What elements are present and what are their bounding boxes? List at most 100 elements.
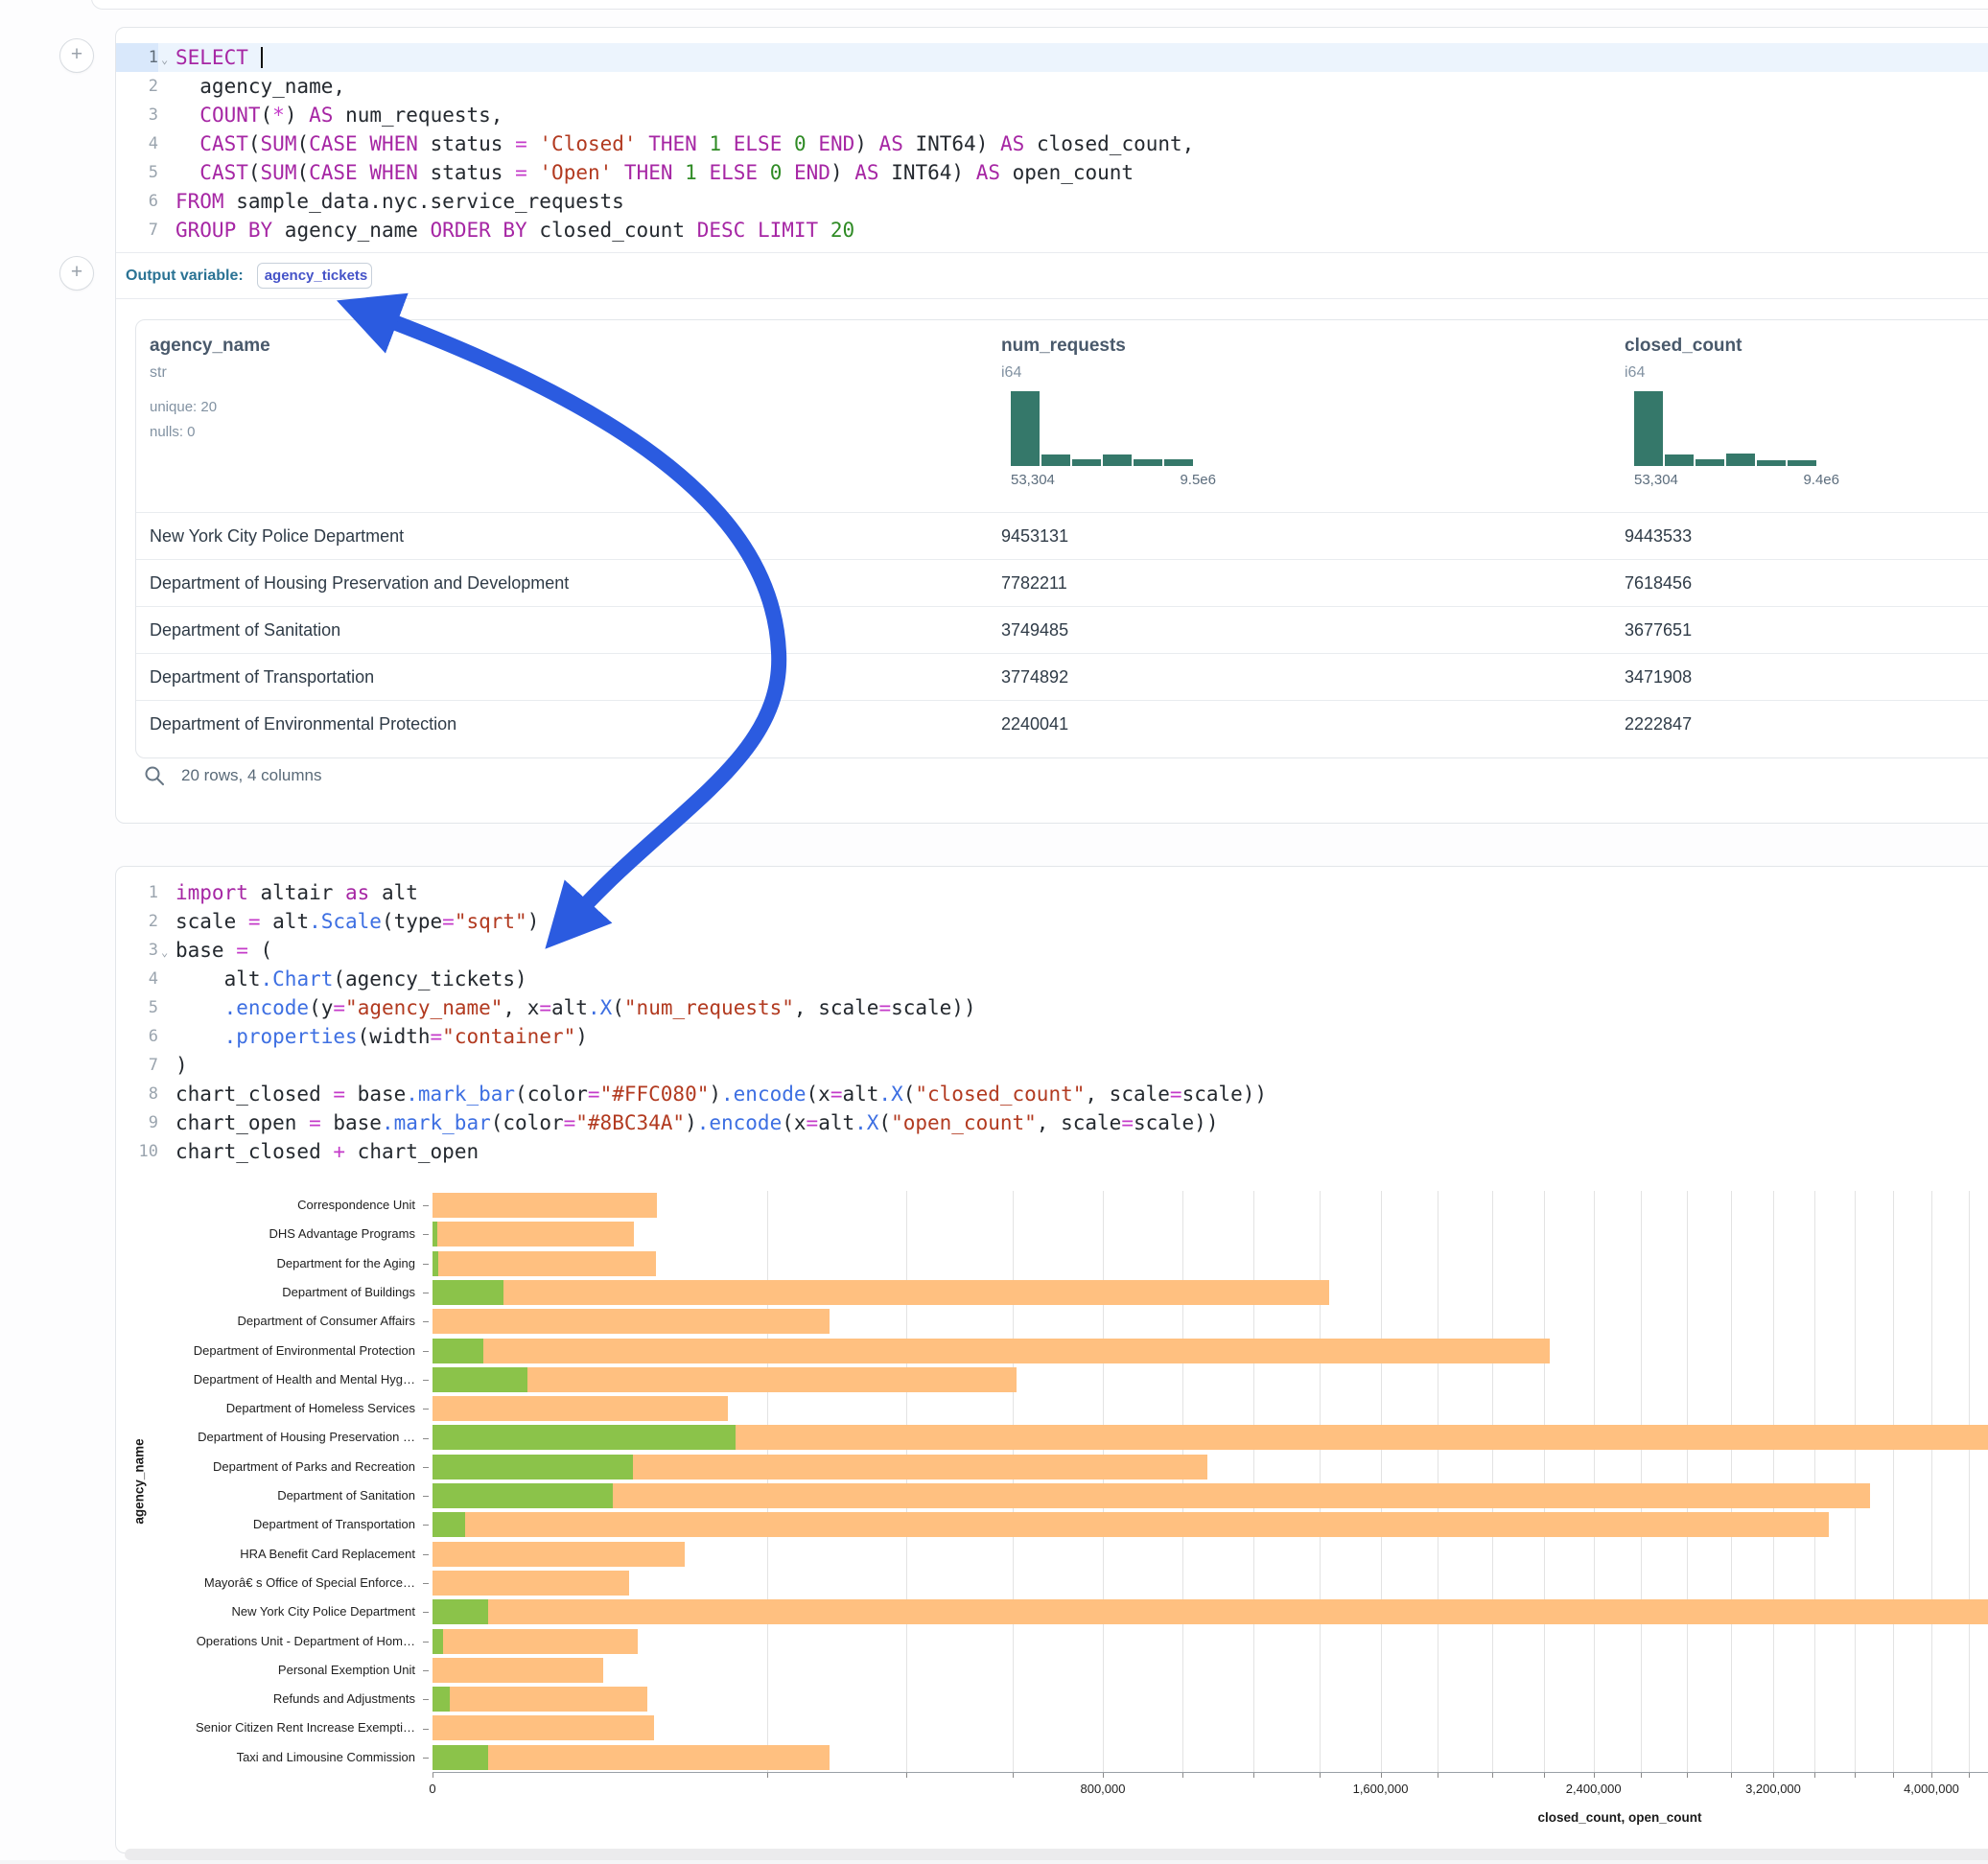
- code-line[interactable]: 5 CAST(SUM(CASE WHEN status = 'Open' THE…: [116, 158, 1988, 187]
- code-line[interactable]: 6 .properties(width="container"): [116, 1022, 1988, 1051]
- table-row[interactable]: Department of Transportation377489234719…: [136, 653, 1988, 701]
- histogram-bin: [1757, 460, 1786, 466]
- gridline: [1969, 1191, 1970, 1772]
- y-axis-label: Department of Buildings: [124, 1285, 415, 1299]
- y-axis-label: Department of Sanitation: [124, 1488, 415, 1503]
- bar-closed: [433, 1222, 634, 1247]
- gridline: [1013, 1191, 1014, 1772]
- code-text: agency_name,: [175, 72, 345, 101]
- line-number: 5: [116, 158, 158, 187]
- gridline: [1893, 1191, 1894, 1772]
- table-row[interactable]: Department of Housing Preservation and D…: [136, 559, 1988, 607]
- y-axis-tick: [423, 1234, 429, 1235]
- y-axis-label: Department of Consumer Affairs: [124, 1314, 415, 1328]
- y-axis-tick: [423, 1758, 429, 1759]
- table-cell: 9443533: [1625, 513, 1692, 560]
- x-axis-tick: [1253, 1773, 1254, 1778]
- table-row[interactable]: Department of Environmental Protection22…: [136, 700, 1988, 748]
- line-number: 1: [116, 878, 158, 907]
- table-cell: Department of Environmental Protection: [150, 701, 456, 748]
- y-axis-label: Taxi and Limousine Commission: [124, 1750, 415, 1764]
- y-axis-label: Department of Housing Preservation …: [124, 1430, 415, 1444]
- table-cell: 7618456: [1625, 560, 1692, 607]
- code-line[interactable]: 10 chart_closed + chart_open: [116, 1137, 1988, 1166]
- x-axis-tick-label: 4,000,000: [1904, 1782, 1959, 1796]
- column-type: i64: [1001, 364, 1021, 382]
- bar-closed: [433, 1571, 629, 1596]
- line-number: 2: [116, 72, 158, 101]
- y-axis-label: Correspondence Unit: [124, 1198, 415, 1212]
- fold-chevron-icon[interactable]: ⌄: [161, 45, 168, 74]
- y-axis-tick: [423, 1351, 429, 1352]
- code-text: GROUP BY agency_name ORDER BY closed_cou…: [175, 216, 854, 245]
- table-row[interactable]: Department of Sanitation37494853677651: [136, 606, 1988, 654]
- code-line[interactable]: 6FROM sample_data.nyc.service_requests: [116, 187, 1988, 216]
- column-type: i64: [1625, 364, 1645, 382]
- y-axis-tick: [423, 1264, 429, 1265]
- code-line[interactable]: 2 agency_name,: [116, 72, 1988, 101]
- gridline: [1594, 1191, 1595, 1772]
- output-variable-pill[interactable]: agency_tickets: [257, 263, 372, 289]
- line-number: 10: [116, 1137, 158, 1166]
- y-axis-label: New York City Police Department: [124, 1604, 415, 1619]
- x-axis-tick: [1103, 1773, 1104, 1778]
- y-axis-label: Mayorâ€ s Office of Special Enforce…: [124, 1575, 415, 1590]
- table-cell: Department of Sanitation: [150, 607, 340, 654]
- code-line[interactable]: 3 COUNT(*) AS num_requests,: [116, 101, 1988, 129]
- x-axis-tick-label: 800,000: [1080, 1782, 1125, 1796]
- add-cell-button-top[interactable]: +: [59, 38, 94, 73]
- code-line[interactable]: 1import altair as alt: [116, 878, 1988, 907]
- histogram-bin: [1788, 460, 1816, 466]
- previous-cell-fragment: [91, 0, 1988, 10]
- column-name[interactable]: agency_name: [150, 336, 270, 357]
- add-cell-button-middle[interactable]: +: [59, 256, 94, 291]
- code-text: scale = alt.Scale(type="sqrt"): [175, 907, 539, 936]
- code-line[interactable]: 7 GROUP BY agency_name ORDER BY closed_co…: [116, 216, 1988, 245]
- search-icon[interactable]: [143, 764, 166, 787]
- gridline: [1687, 1191, 1688, 1772]
- notebook-page: + + 1⌄SELECT 2 agency_name,3 COUNT(*) AS…: [0, 0, 1988, 1864]
- histogram-bin: [1041, 454, 1070, 466]
- code-line[interactable]: 5 .encode(y="agency_name", x=alt.X("num_…: [116, 993, 1988, 1022]
- fold-chevron-icon[interactable]: ⌄: [161, 938, 168, 967]
- code-text: chart_closed + chart_open: [175, 1137, 479, 1166]
- code-line[interactable]: 7): [116, 1051, 1988, 1080]
- bar-open: [433, 1599, 488, 1624]
- code-line[interactable]: 4 CAST(SUM(CASE WHEN status = 'Closed' T…: [116, 129, 1988, 158]
- table-row[interactable]: New York City Police Department945313194…: [136, 512, 1988, 560]
- code-text: chart_open = base.mark_bar(color="#8BC34…: [175, 1108, 1218, 1137]
- y-axis-tick: [423, 1205, 429, 1206]
- column-name[interactable]: closed_count: [1625, 336, 1742, 357]
- code-line[interactable]: 8chart_closed = base.mark_bar(color="#FF…: [116, 1080, 1988, 1108]
- table-row-count: 20 rows, 4 columns: [181, 766, 321, 785]
- code-text: alt.Chart(agency_tickets): [175, 965, 527, 993]
- bar-open: [433, 1512, 465, 1537]
- chart-x-axis-title: closed_count, open_count: [1537, 1810, 1701, 1825]
- column-name[interactable]: num_requests: [1001, 336, 1126, 357]
- line-number: 7: [116, 216, 158, 245]
- code-line[interactable]: 4 alt.Chart(agency_tickets): [116, 965, 1988, 993]
- output-variable-row: Output variable: agency_tickets: [116, 252, 1988, 299]
- x-axis-tick: [906, 1773, 907, 1778]
- chart-y-axis-title: agency_name: [132, 1438, 147, 1524]
- line-number: 4: [116, 129, 158, 158]
- code-line[interactable]: 2scale = alt.Scale(type="sqrt"): [116, 907, 1988, 936]
- y-axis-label: DHS Advantage Programs: [124, 1226, 415, 1241]
- line-number: 5: [116, 993, 158, 1022]
- column-histogram: [1634, 391, 1816, 466]
- sql-code-editor[interactable]: 1⌄SELECT 2 agency_name,3 COUNT(*) AS num…: [116, 43, 1988, 245]
- table-cell: 9453131: [1001, 513, 1068, 560]
- code-line[interactable]: 9chart_open = base.mark_bar(color="#8BC3…: [116, 1108, 1988, 1137]
- bar-closed: [433, 1542, 685, 1567]
- table-cell: 3774892: [1001, 654, 1068, 701]
- chart-x-axis-line: [433, 1772, 1988, 1773]
- column-histogram: [1011, 391, 1193, 466]
- python-code-editor[interactable]: 1import altair as alt2scale = alt.Scale(…: [116, 878, 1988, 1166]
- code-line[interactable]: 3⌄base = (: [116, 936, 1988, 965]
- histogram-bin: [1072, 459, 1101, 466]
- x-axis-tick: [1814, 1773, 1815, 1778]
- histogram-bin: [1634, 391, 1663, 466]
- histogram-bin: [1726, 454, 1755, 466]
- code-line[interactable]: 1⌄SELECT: [116, 43, 1988, 72]
- gridline: [906, 1191, 907, 1772]
